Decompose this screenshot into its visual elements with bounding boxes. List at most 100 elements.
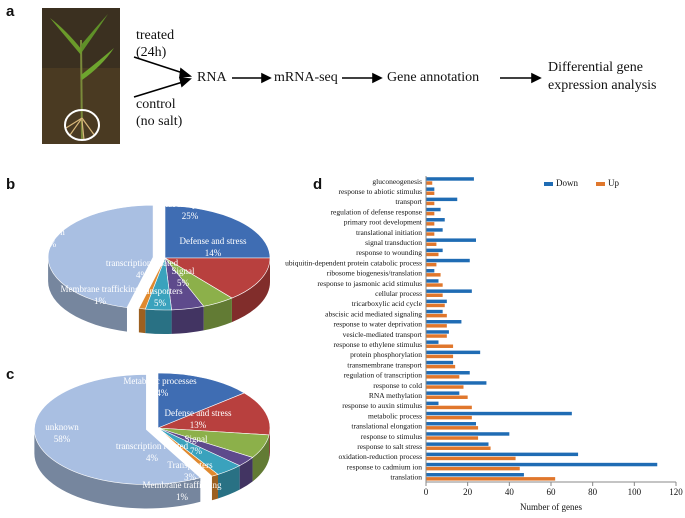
bar <box>426 258 470 263</box>
pie-side <box>203 298 232 331</box>
bar <box>426 446 491 450</box>
bar <box>426 207 441 212</box>
step-label: mRNA-seq <box>274 70 338 85</box>
bar <box>426 436 479 440</box>
bar <box>426 344 454 348</box>
pie-slice <box>163 257 271 299</box>
x-axis-label: Number of genes <box>520 502 582 512</box>
bar <box>426 289 472 293</box>
bar <box>426 293 443 297</box>
y-tick-label: translation <box>390 473 422 482</box>
pie-slice <box>34 374 201 485</box>
bar <box>426 354 454 359</box>
y-tick-label: response to cadmium ion <box>347 462 422 471</box>
bar <box>426 309 443 314</box>
pie-side <box>34 429 201 509</box>
y-tick-label: regulation of defense response <box>331 207 423 216</box>
pie-side <box>48 257 127 332</box>
slice-label: transcription related <box>116 441 189 451</box>
bar <box>426 252 439 257</box>
slice-value: 5% <box>177 278 190 288</box>
y-tick-label: response to cold <box>373 381 422 390</box>
y-tick-label: RNA methylation <box>369 391 422 400</box>
slice-value: 13% <box>190 420 207 430</box>
slice-value: 14% <box>205 248 222 258</box>
y-tick-label: response to salt stress <box>357 442 422 451</box>
slice-value: 1% <box>176 492 189 502</box>
y-tick-label: transport <box>395 197 423 206</box>
treated-label: treated <box>136 28 174 43</box>
pie-side <box>239 457 253 490</box>
pie-side <box>171 306 204 334</box>
pie-slice <box>138 257 166 310</box>
y-tick-label: abscisic acid mediated signaling <box>325 309 422 318</box>
pie-side <box>269 428 270 459</box>
bar <box>426 381 487 385</box>
y-tick-label: response to auxin stimulus <box>342 401 422 410</box>
slice-label: Transporters <box>137 286 183 296</box>
y-tick-label: translational elongation <box>351 422 422 431</box>
pie-side <box>231 258 270 323</box>
y-tick-label: primary root development <box>344 218 423 227</box>
bar <box>426 232 435 236</box>
bar <box>426 238 476 242</box>
bar <box>426 283 443 287</box>
bar <box>426 201 435 206</box>
slice-label: Defense and stress <box>165 408 232 418</box>
bar <box>426 248 443 253</box>
x-tick-label: 100 <box>628 487 642 497</box>
pie-slice <box>157 427 219 477</box>
legend-swatch <box>544 182 553 186</box>
slice-label: unknown <box>45 422 79 432</box>
x-tick-label: 20 <box>463 487 473 497</box>
y-tick-label: ubiquitin-dependent protein catabolic pr… <box>285 258 422 267</box>
bar <box>426 279 439 283</box>
bar <box>426 401 439 406</box>
y-tick-label: oxidation-reduction process <box>338 452 422 461</box>
pie-slice <box>157 372 245 429</box>
pie-side <box>145 309 172 334</box>
result-label: Differential gene <box>548 60 643 75</box>
x-tick-label: 0 <box>424 487 429 497</box>
y-tick-label: response to abiotic stimulus <box>338 187 422 196</box>
bar <box>426 330 449 334</box>
legend-label: Down <box>556 178 578 188</box>
y-tick-label: regulation of transcription <box>344 371 423 380</box>
y-tick-label: vesicle-mediated transport <box>343 330 423 339</box>
y-tick-label: response to water deprivation <box>333 320 422 329</box>
y-tick-label: translational initiation <box>356 228 422 237</box>
slice-label: Signal <box>184 434 208 444</box>
y-tick-label: response to jasmonic acid stimulus <box>317 279 422 288</box>
bar <box>426 191 435 195</box>
bar <box>426 385 464 389</box>
bar <box>426 375 460 379</box>
bar <box>426 177 474 181</box>
slice-value: 3% <box>184 472 197 482</box>
x-tick-label: 60 <box>547 487 557 497</box>
bar <box>426 466 520 471</box>
bar <box>426 324 447 328</box>
bar <box>426 462 658 467</box>
slice-value: 25% <box>182 211 199 221</box>
bar <box>426 415 472 420</box>
bar <box>426 411 572 416</box>
bar <box>426 313 447 318</box>
bar <box>426 228 443 232</box>
y-tick-label: tricarboxylic acid cycle <box>352 299 423 308</box>
slice-label: Defense and stress <box>180 236 247 246</box>
bar <box>426 303 445 308</box>
slice-label: Metabolic processes <box>153 199 227 209</box>
slice-value: 46% <box>40 239 57 249</box>
bar <box>426 181 433 185</box>
bar <box>426 422 476 426</box>
bar <box>426 262 437 267</box>
pie-side <box>138 308 146 334</box>
bar <box>426 211 435 216</box>
bar <box>426 222 435 226</box>
legend-swatch <box>596 182 605 186</box>
pie-side <box>211 474 219 501</box>
bar <box>426 477 556 481</box>
bar <box>426 364 456 369</box>
slice-label: Signal <box>171 266 195 276</box>
